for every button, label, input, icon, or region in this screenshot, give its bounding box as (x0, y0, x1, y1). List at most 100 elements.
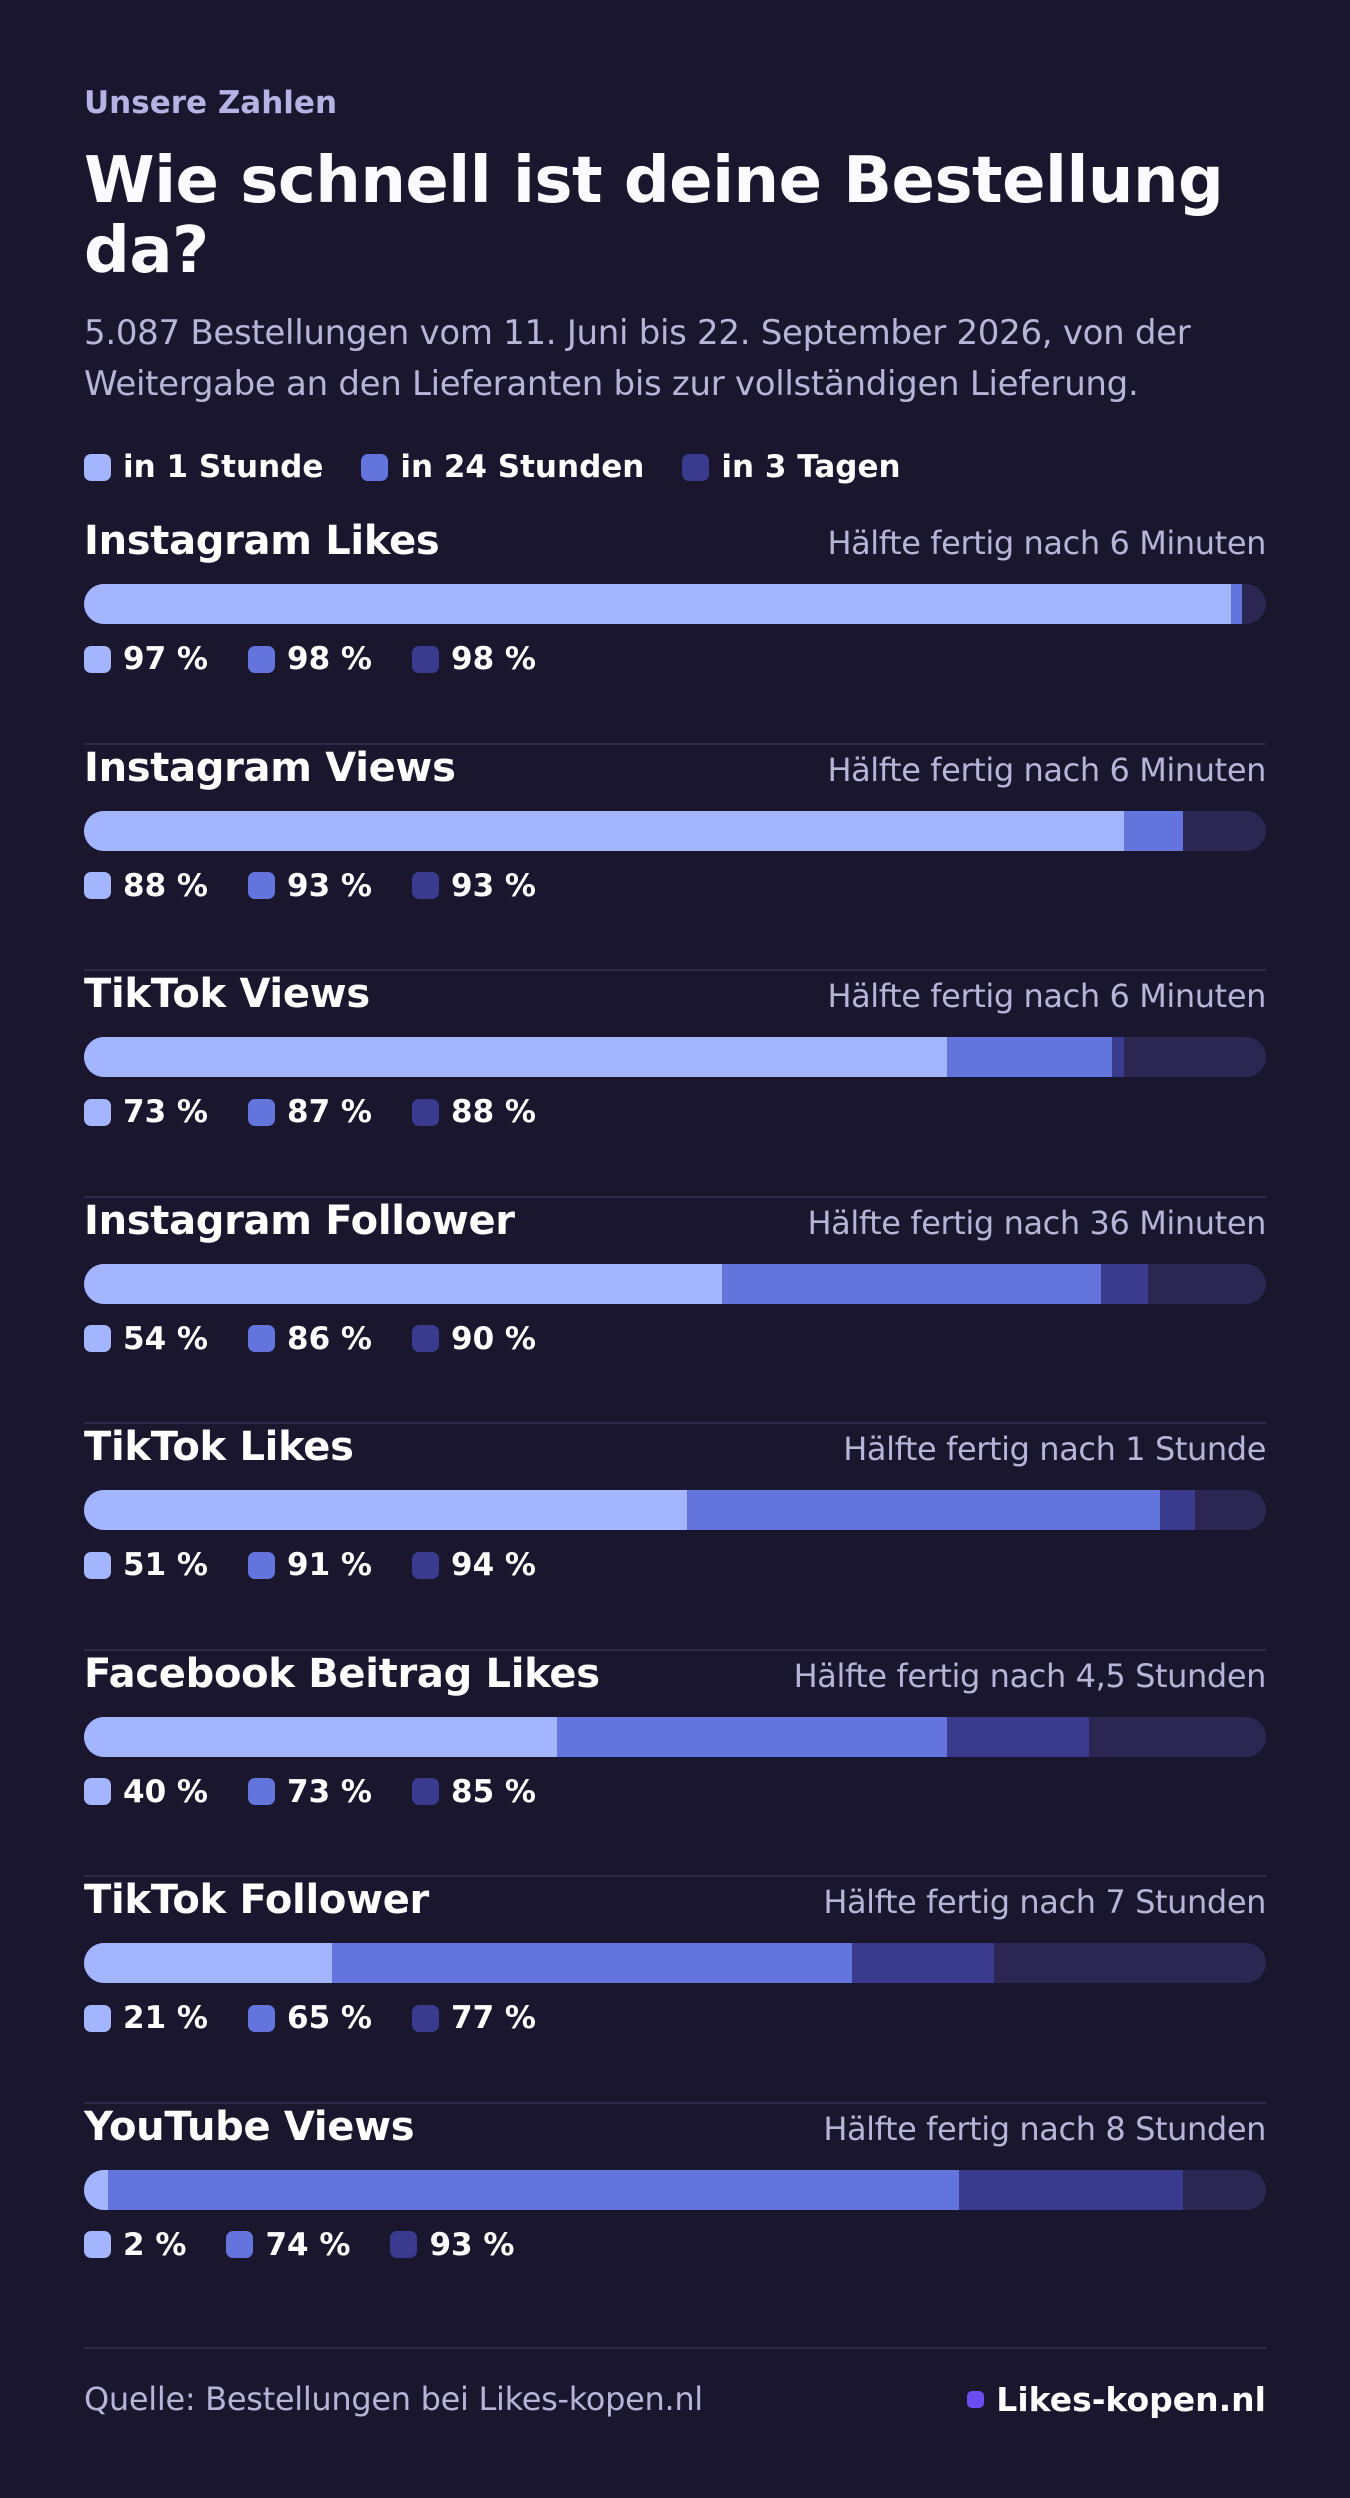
bar-track (84, 1716, 1266, 1757)
value-label: 97 % (84, 641, 208, 677)
value-labels: 54 % 86 % 90 % (84, 1318, 1266, 1360)
row-header: TikTok Likes Hälfte fertig nach 1 Stunde (84, 1424, 1266, 1480)
category-label: TikTok Views (84, 971, 370, 1017)
bar-segment (84, 2169, 108, 2210)
bar-segment (84, 1716, 557, 1757)
value-label: 51 % (84, 1547, 208, 1583)
value-labels: 97 % 98 % 98 % (84, 638, 1266, 680)
chart-row: TikTok Views Hälfte fertig nach 6 Minuten… (84, 971, 1266, 1198)
row-divider (84, 2101, 1266, 2104)
value-text: 74 % (265, 2226, 351, 2263)
value-label: 54 % (84, 1321, 208, 1357)
value-text: 54 % (123, 1320, 208, 1357)
value-swatch (84, 1778, 111, 1805)
value-swatch (248, 1551, 275, 1579)
row-header: YouTube Views Hälfte fertig nach 8 Stunde… (84, 2104, 1266, 2160)
legend-label: in 3 Tagen (721, 449, 901, 485)
value-text: 85 % (451, 1773, 536, 1810)
value-swatch (84, 2004, 111, 2032)
value-label: 93 % (390, 2227, 514, 2263)
legend-swatch (682, 453, 710, 481)
value-text: 2 % (123, 2226, 187, 2263)
value-swatch (412, 2004, 439, 2032)
row-header: Instagram Likes Hälfte fertig nach 6 Minu… (84, 518, 1266, 574)
category-label: YouTube Views (84, 2103, 415, 2150)
value-swatch (84, 872, 111, 899)
value-text: 77 % (451, 2000, 536, 2036)
category-label: TikTok Follower (84, 1877, 429, 1923)
bar-track (84, 1037, 1266, 1077)
row-header: TikTok Views Hälfte fertig nach 6 Minuten (84, 971, 1266, 1027)
value-swatch (412, 1325, 439, 1352)
value-swatch (248, 872, 275, 899)
half-done-annotation: Hälfte fertig nach 6 Minuten (827, 524, 1266, 562)
value-swatch (412, 645, 439, 673)
half-done-annotation: Hälfte fertig nach 8 Stunden (823, 2109, 1266, 2148)
bar-segment (84, 810, 1125, 851)
value-swatch (226, 2231, 254, 2258)
value-label: 74 % (226, 2227, 350, 2263)
value-labels: 21 % 65 % 77 % (84, 1997, 1266, 2039)
brand-link[interactable]: Likes-kopen.nl (967, 2380, 1266, 2419)
half-done-annotation: Hälfte fertig nach 6 Minuten (827, 977, 1266, 1015)
value-swatch (248, 2004, 275, 2032)
value-text: 40 % (123, 1773, 208, 1810)
infographic: Unsere Zahlen Wie schnell ist deine Best… (84, 82, 1266, 2330)
bar-track (84, 1943, 1266, 1983)
value-swatch (390, 2231, 418, 2258)
value-swatch (248, 1098, 275, 1126)
value-labels: 73 % 87 % 88 % (84, 1091, 1266, 1133)
value-swatch (84, 645, 111, 673)
value-label: 2 % (84, 2227, 186, 2263)
value-label: 85 % (412, 1774, 536, 1810)
eyebrow-label: Unsere Zahlen (84, 85, 338, 121)
value-text: 87 % (287, 1094, 372, 1130)
value-text: 73 % (123, 1094, 208, 1130)
row-divider (84, 969, 1266, 971)
value-text: 88 % (123, 867, 208, 904)
footer: Quelle: Bestellungen bei Likes-kopen.nl … (84, 2347, 1266, 2421)
value-swatch (412, 1098, 439, 1126)
value-label: 65 % (248, 2000, 372, 2036)
value-text: 91 % (287, 1547, 372, 1583)
chart-row: TikTok Likes Hälfte fertig nach 1 Stunde 5… (84, 1424, 1266, 1651)
value-text: 73 % (287, 1773, 372, 1810)
bar-track (84, 810, 1266, 851)
value-swatch (84, 1325, 111, 1352)
value-labels: 88 % 93 % 93 % (84, 865, 1266, 907)
chart-row: YouTube Views Hälfte fertig nach 8 Stunde… (84, 2104, 1266, 2331)
value-swatch (412, 872, 439, 899)
value-swatch (248, 1325, 275, 1352)
value-label: 98 % (248, 641, 372, 677)
value-text: 93 % (429, 2226, 515, 2263)
legend-item: in 1 Stunde (84, 449, 323, 485)
legend-item: in 24 Stunden (361, 449, 644, 485)
value-swatch (248, 1778, 275, 1805)
legend-label: in 24 Stunden (400, 449, 645, 485)
half-done-annotation: Hälfte fertig nach 4,5 Stunden (793, 1656, 1267, 1695)
value-text: 98 % (451, 641, 536, 677)
page-title: Wie schnell ist deine Bestellung da? (84, 144, 1224, 288)
value-text: 98 % (287, 641, 372, 677)
value-label: 88 % (412, 1094, 536, 1130)
half-done-annotation: Hälfte fertig nach 6 Minuten (827, 750, 1266, 789)
chart-row: Facebook Beitrag Likes Hälfte fertig nach… (84, 1651, 1267, 1877)
half-done-annotation: Hälfte fertig nach 36 Minuten (807, 1203, 1266, 1242)
value-labels: 40 % 73 % 85 % (84, 1771, 1266, 1813)
value-label: 21 % (84, 2000, 208, 2036)
row-divider (84, 1648, 1266, 1651)
half-done-annotation: Hälfte fertig nach 7 Stunden (823, 1883, 1266, 1921)
value-label: 90 % (412, 1321, 536, 1357)
value-text: 93 % (287, 867, 372, 904)
brand-square-icon (967, 2390, 985, 2408)
value-text: 21 % (123, 2000, 208, 2036)
chart-row: Instagram Follower Hälfte fertig nach 36 … (84, 1198, 1266, 1424)
value-swatch (84, 1098, 111, 1126)
value-swatch (412, 1551, 439, 1579)
bar-segment (84, 1943, 333, 1983)
value-text: 86 % (287, 1320, 372, 1357)
row-header: Instagram Follower Hälfte fertig nach 36 … (84, 1198, 1266, 1254)
chart-legend: in 1 Stunde in 24 Stunden in 3 Tagen (84, 446, 1266, 488)
row-divider (84, 742, 1266, 745)
bar-segment (84, 1263, 723, 1304)
